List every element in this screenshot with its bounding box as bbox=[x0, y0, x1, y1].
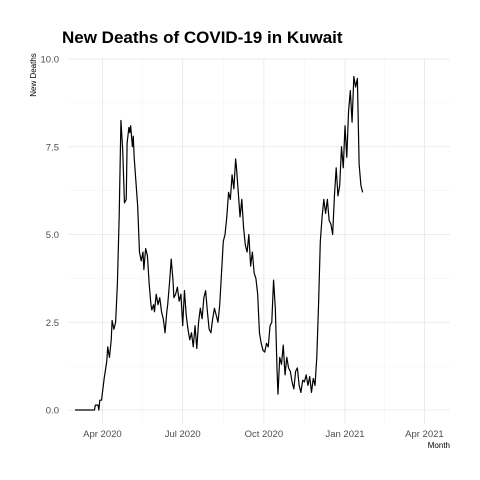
y-tick-label: 5.0 bbox=[46, 230, 59, 241]
x-tick-labels: Apr 2020 Jul 2020 Oct 2020 Jan 2021 Apr 2021 bbox=[83, 429, 444, 440]
y-tick-label: 0.0 bbox=[46, 406, 59, 417]
x-axis-label: Month bbox=[428, 441, 450, 450]
major-gridlines bbox=[68, 58, 450, 424]
x-tick-label: Apr 2020 bbox=[83, 429, 122, 440]
y-tick-label: 2.5 bbox=[46, 318, 59, 329]
y-tick-labels: 0.0 2.5 5.0 7.5 10.0 bbox=[41, 55, 60, 417]
series-line-new-deaths bbox=[75, 75, 364, 411]
x-tick-label: Oct 2020 bbox=[245, 429, 284, 440]
x-tick-label: Jan 2021 bbox=[325, 429, 364, 440]
minor-gridlines bbox=[68, 59, 450, 424]
chart-title: New Deaths of COVID-19 in Kuwait bbox=[62, 28, 343, 47]
y-tick-label: 7.5 bbox=[46, 142, 59, 153]
y-tick-label: 10.0 bbox=[41, 55, 60, 66]
x-tick-label: Jul 2020 bbox=[165, 429, 201, 440]
y-axis-label: New Deaths bbox=[29, 53, 38, 97]
x-tick-label: Apr 2021 bbox=[405, 429, 444, 440]
series-group bbox=[75, 75, 364, 411]
